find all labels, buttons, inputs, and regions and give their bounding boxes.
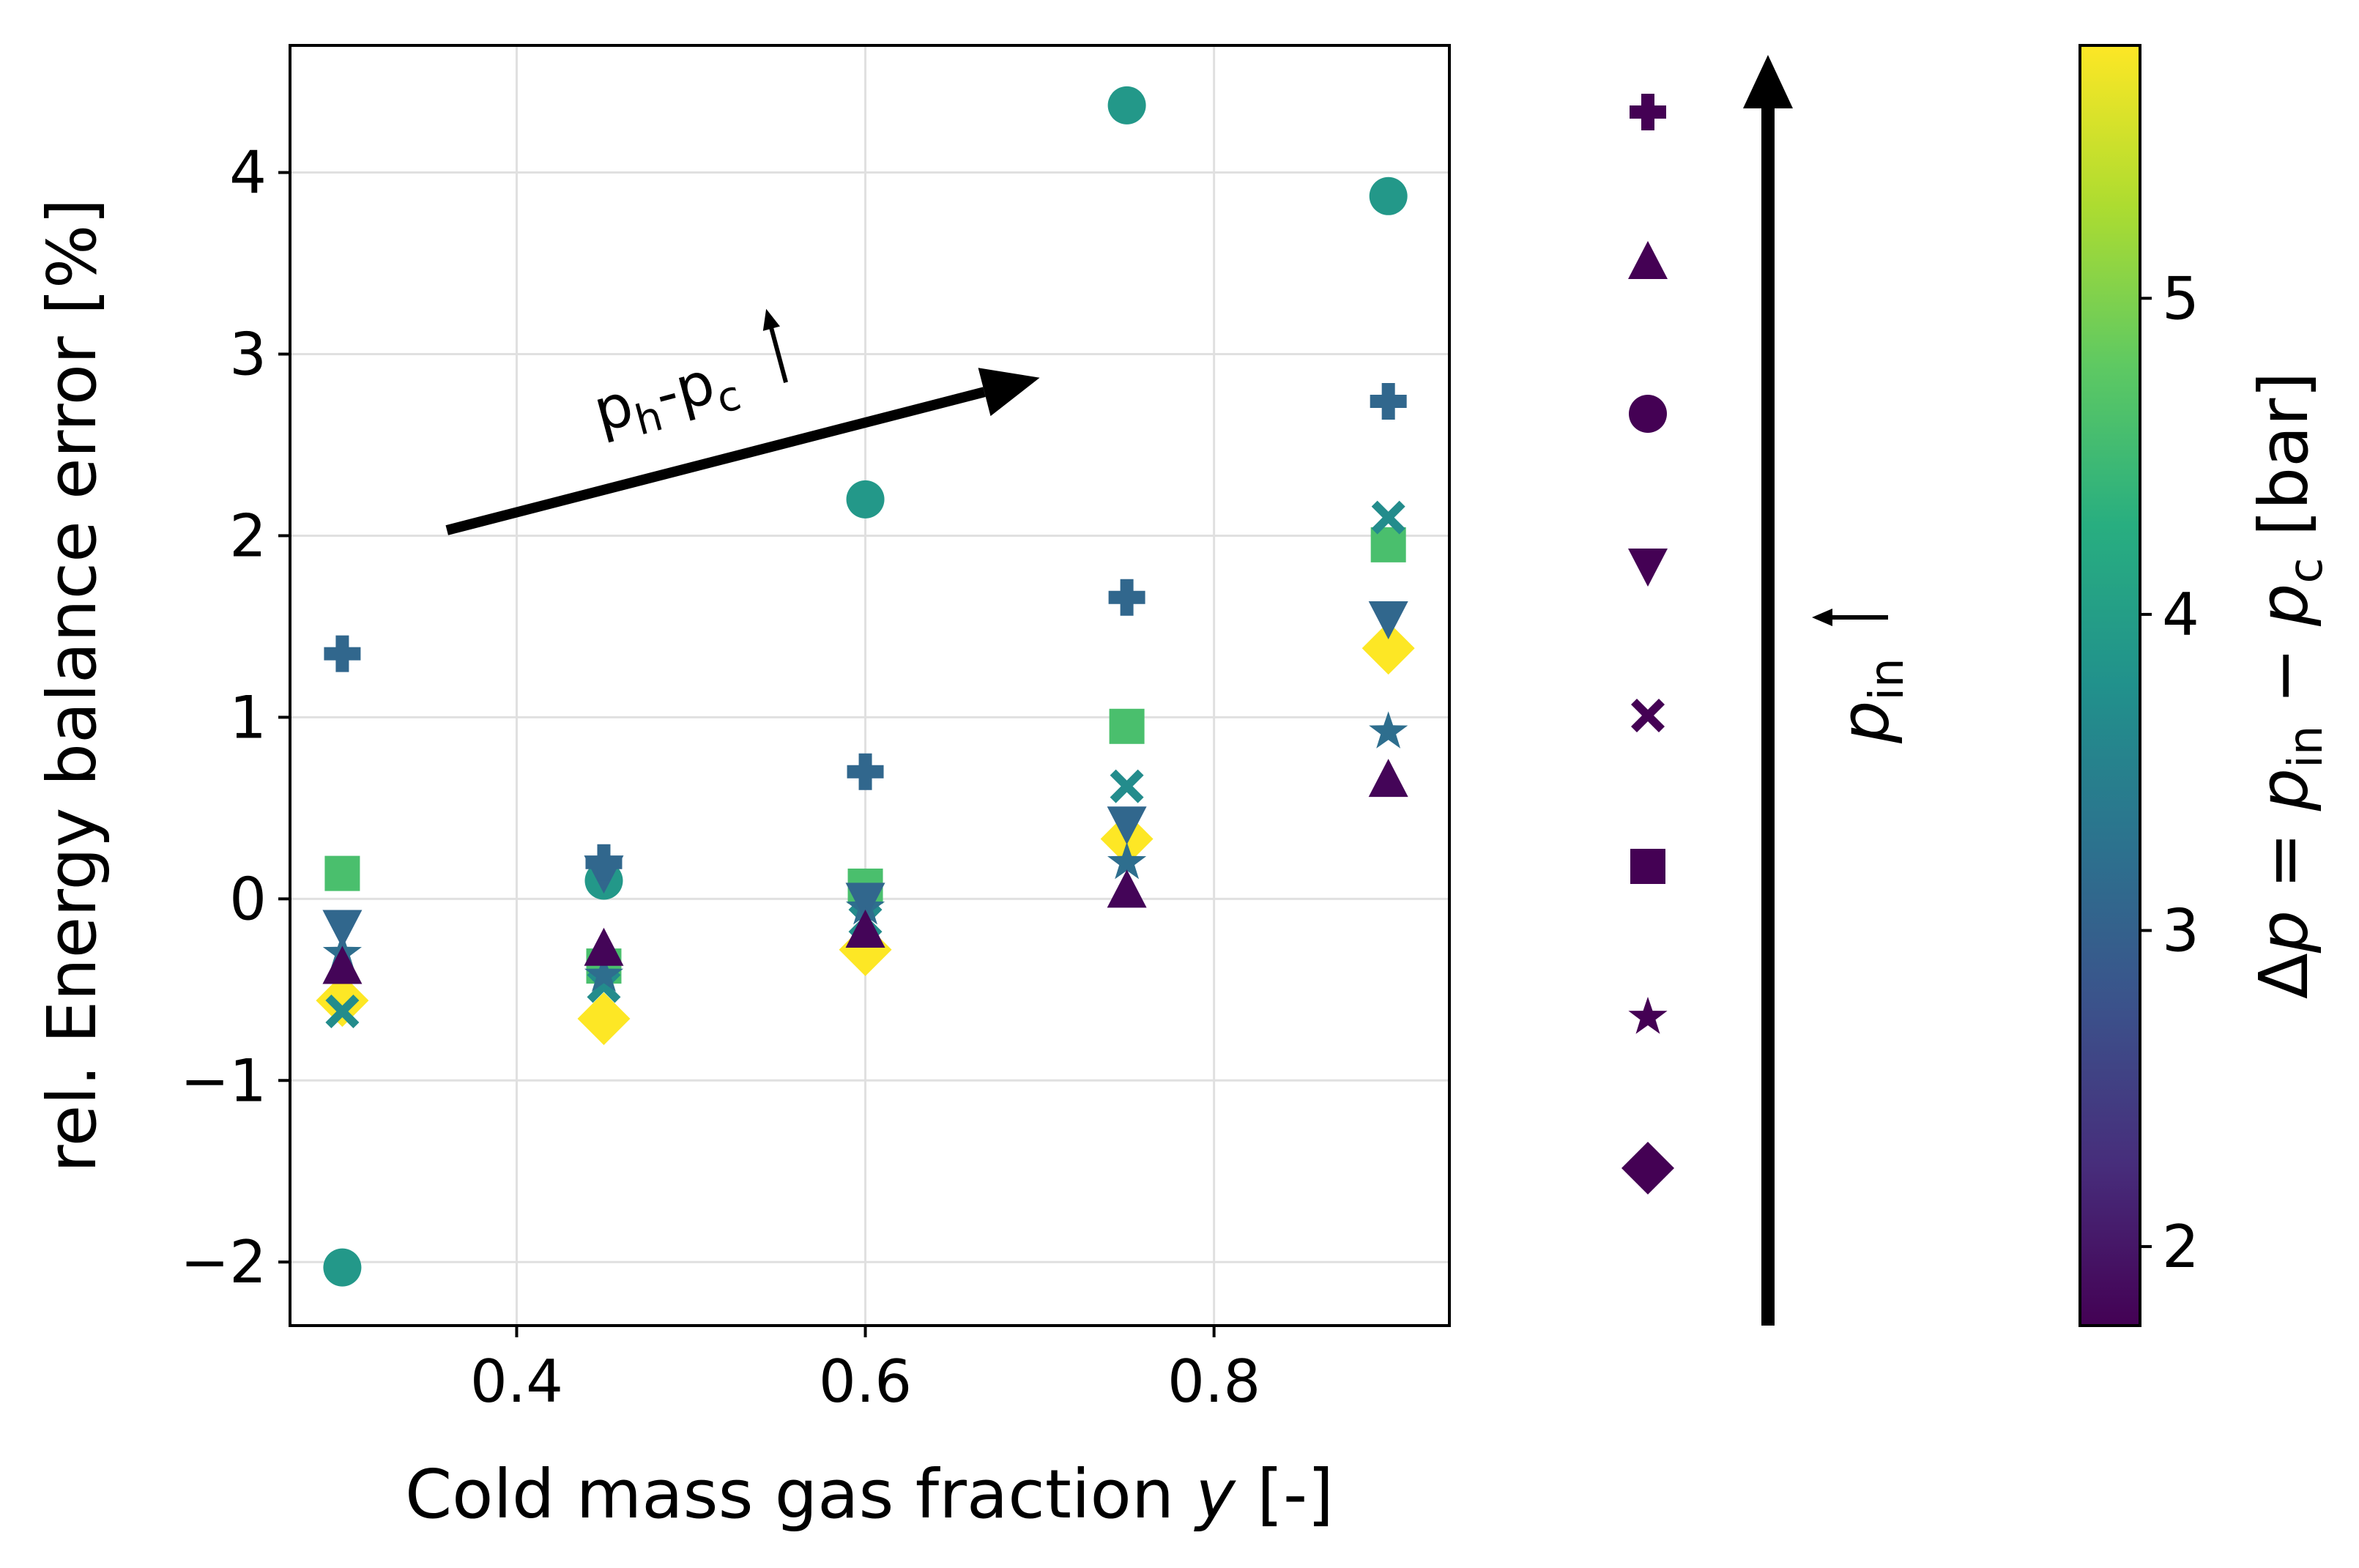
colorbar: [2078, 44, 2141, 1327]
data-point-circle: [1369, 177, 1408, 215]
colorbar-label: Δp = pin − pc [bar]: [2245, 372, 2333, 999]
data-point-diamond: [1361, 622, 1415, 675]
data-point-triangle-up: [845, 909, 885, 948]
annotation-label: ph-pc: [587, 343, 746, 455]
data-point-star: [1107, 841, 1147, 880]
y-tick-label: 4: [229, 139, 267, 207]
x-tick-label: 0.4: [470, 1348, 563, 1416]
legend-marker-triangle-down: [1628, 549, 1668, 587]
data-point-triangle-up: [322, 945, 363, 984]
y-tick-label: 0: [229, 865, 267, 933]
data-point-x: [587, 969, 621, 1003]
x-axis-label: Cold mass gas fraction y [-]: [405, 1455, 1334, 1534]
y-axis-label: rel. Energy balance error [%]: [33, 198, 111, 1173]
data-point-circle: [323, 1248, 362, 1287]
y-tick-label: −2: [180, 1228, 267, 1296]
y-tick-label: 2: [229, 502, 267, 570]
data-point-diamond: [316, 974, 369, 1028]
annotation-arrow-shaft: [445, 387, 986, 535]
data-point-triangle-down: [845, 883, 885, 921]
x-axis-label-unit: [-]: [1236, 1455, 1334, 1534]
annotation-arrow-head: [978, 368, 1040, 417]
annotation-label-c: c: [712, 371, 746, 423]
colorbar-label-unit: [bar]: [2245, 372, 2323, 558]
colorbar-label-p-c: p: [2245, 584, 2323, 627]
data-point-triangle-up: [1368, 759, 1408, 798]
colorbar-tick-label: 3: [2162, 896, 2199, 965]
data-point-star: [584, 954, 624, 992]
colorbar-ticks: 2 3 4 5: [2140, 264, 2199, 1281]
data-point-square: [1109, 708, 1145, 744]
grid: [290, 45, 1449, 1326]
data-point-square: [324, 855, 360, 891]
colorbar-label-p-in: p: [2245, 768, 2323, 811]
x-axis-label-var: y: [1193, 1455, 1236, 1534]
data-point-plus: [847, 753, 884, 790]
data-point-x: [325, 995, 360, 1029]
data-point-triangle-up: [1107, 869, 1147, 908]
data-point-triangle-down: [1107, 806, 1147, 845]
x-tick-label: 0.6: [819, 1348, 912, 1416]
y-axis-ticks: −2 −1 0 1 2 3 4: [180, 139, 290, 1296]
data-point-circle: [846, 480, 885, 519]
y-tick-label: 3: [229, 321, 267, 389]
colorbar-label-p: p: [2245, 910, 2323, 954]
marker-legend: [1621, 94, 1674, 1194]
colorbar-tick-label: 2: [2162, 1213, 2199, 1281]
colorbar-label-in: in: [2279, 726, 2333, 768]
legend-marker-plus: [1630, 94, 1666, 130]
data-point-plus: [1370, 382, 1407, 420]
plot-frame: [289, 44, 1451, 1327]
data-point-x: [1110, 769, 1144, 803]
data-point-triangle-down: [322, 910, 363, 948]
x-tick-label: 0.8: [1167, 1348, 1260, 1416]
legend-marker-square: [1630, 849, 1665, 884]
y-tick-label: −1: [180, 1047, 267, 1115]
colorbar-label-delta: Δ: [2245, 953, 2323, 999]
colorbar-label-eq: =: [2245, 811, 2323, 910]
data-point-circle: [1107, 86, 1146, 125]
legend-marker-triangle-up: [1628, 241, 1668, 279]
data-markers: [316, 86, 1415, 1287]
x-axis-ticks: 0.4 0.6 0.8: [470, 1326, 1260, 1416]
x-axis-label-main: Cold mass gas fraction: [405, 1455, 1195, 1534]
colorbar-label-minus: −: [2245, 626, 2323, 726]
data-point-triangle-up: [584, 927, 624, 966]
legend-marker-x: [1631, 699, 1665, 732]
y-tick-label: 1: [229, 683, 267, 751]
data-point-x: [1371, 500, 1405, 535]
data-point-diamond: [577, 992, 631, 1045]
legend-marker-star: [1628, 997, 1668, 1034]
legend-marker-circle: [1629, 395, 1667, 433]
annotation-up-arrow-shaft: [768, 324, 788, 383]
data-point-plus: [1108, 579, 1145, 616]
inlet-pressure-arrow-head: [1743, 55, 1793, 108]
inlet-pressure-arrow: [1743, 55, 1793, 1326]
data-point-triangle-down: [1368, 601, 1408, 640]
inlet-pressure-label-p: p: [1826, 701, 1904, 744]
inlet-pressure-label: pin: [1826, 658, 1914, 744]
inlet-pressure-small-arrow-head: [1812, 609, 1832, 626]
colorbar-tick-label: 5: [2162, 264, 2199, 332]
colorbar-tick-label: 4: [2162, 581, 2199, 649]
colorbar-label-c: c: [2279, 557, 2333, 583]
inlet-pressure-label-sub: in: [1860, 658, 1914, 700]
annotation-up-arrow-head: [762, 308, 780, 331]
pressure-difference-annotation: ph-pc: [445, 308, 1040, 535]
data-point-plus: [324, 635, 361, 672]
data-point-plus: [585, 844, 623, 881]
data-point-star: [1369, 711, 1408, 748]
legend-marker-diamond: [1621, 1142, 1674, 1194]
